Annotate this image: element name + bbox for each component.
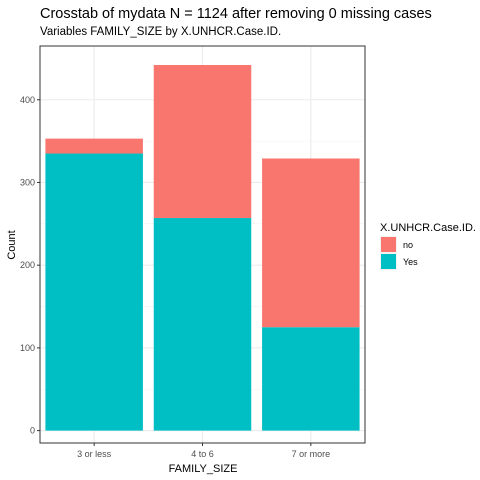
legend: X.UNHCR.Case.ID. no Yes [380, 222, 476, 270]
chart-subtitle: Variables FAMILY_SIZE by X.UNHCR.Case.ID… [40, 26, 281, 38]
bar-yes-1 [153, 218, 252, 431]
x-axis-title: FAMILY_SIZE [169, 463, 238, 475]
plot-panel: 0 100 200 300 400 3 or less 4 to 6 7 or more [20, 45, 366, 459]
x-tick-label: 3 or less [77, 449, 112, 459]
chart-title: Crosstab of mydata N = 1124 after removi… [40, 6, 432, 22]
y-tick-label: 200 [20, 260, 35, 270]
legend-label-yes: Yes [403, 257, 418, 267]
y-tick-label: 300 [20, 177, 35, 187]
legend-swatch-yes [381, 254, 396, 269]
legend-swatch-no [381, 237, 396, 252]
x-tick-label: 7 or more [292, 449, 331, 459]
y-tick-label: 100 [20, 343, 35, 353]
bar-no-2 [262, 158, 360, 328]
y-tick-label: 0 [30, 426, 35, 436]
bar-yes-0 [45, 153, 143, 431]
legend-label-no: no [403, 240, 413, 250]
x-tick-label: 4 to 6 [191, 449, 214, 459]
legend-title: X.UNHCR.Case.ID. [380, 222, 476, 234]
bar-yes-2 [262, 327, 360, 431]
y-tick-label: 400 [20, 95, 35, 105]
bar-no-0 [45, 138, 143, 154]
bar-no-1 [153, 65, 252, 219]
y-axis-title: Count [6, 230, 18, 259]
